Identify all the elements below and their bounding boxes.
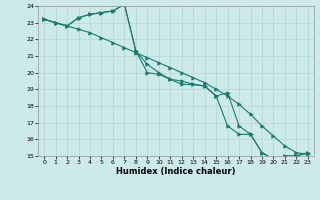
X-axis label: Humidex (Indice chaleur): Humidex (Indice chaleur) <box>116 167 236 176</box>
